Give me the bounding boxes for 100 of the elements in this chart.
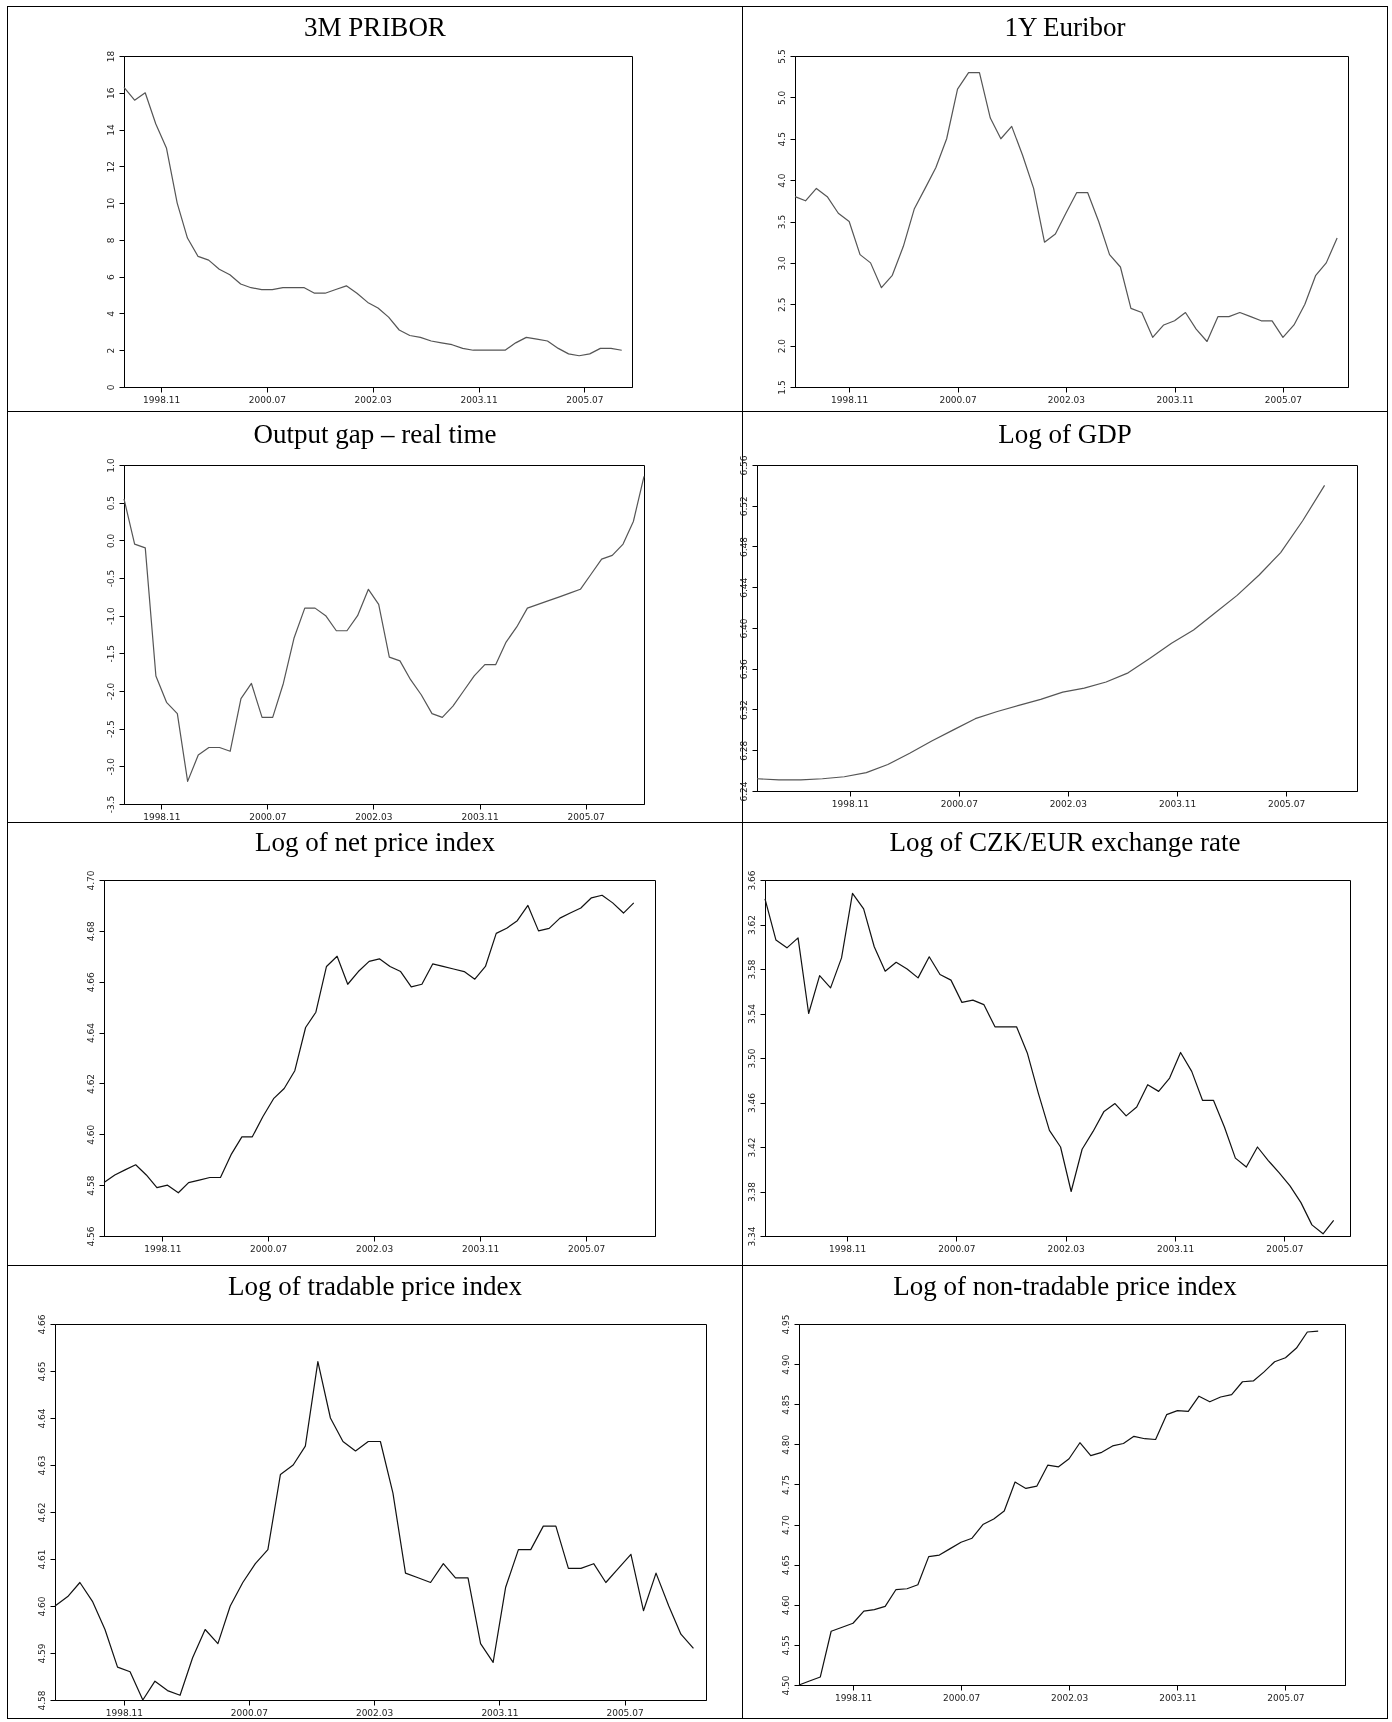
y-tick-label: 4.65 [780,1555,791,1576]
x-tick-label: 2003.11 [1158,798,1197,809]
y-tick-label: 4.58 [85,1175,96,1196]
y-tick-label: 4.58 [36,1690,47,1711]
y-tick-label: 5.5 [776,49,787,64]
x-tick-label: 2003.11 [1159,1692,1197,1703]
y-tick-label: 4.66 [36,1314,47,1335]
y-tick-label: 4.63 [36,1455,47,1476]
y-tick-label: 3.0 [776,255,787,271]
y-tick-label: 0.0 [105,533,116,548]
y-tick-label: -2.0 [105,682,116,701]
y-tick-label: 3.46 [746,1092,757,1114]
x-tick-label: 2005.07 [1266,1243,1304,1254]
x-tick-label: 1998.11 [144,1243,182,1254]
x-tick-label: 2000.07 [230,1707,269,1718]
line-series [123,86,623,357]
y-tick-label: -3.0 [105,757,116,776]
x-tick-label: 2002.03 [1049,798,1087,809]
x-tick-label: 2003.11 [1156,394,1194,405]
x-tick-label: 2002.03 [1047,1243,1085,1254]
y-tick-label: 4.70 [85,870,96,891]
y-tick-label: 4.62 [85,1073,96,1094]
y-tick-label: 16 [105,87,116,99]
y-tick-label: 4.65 [36,1361,47,1382]
y-tick-label: 4.60 [36,1596,47,1617]
chart-title: Log of CZK/EUR exchange rate [888,826,1242,858]
x-tick-label: 1998.11 [831,394,869,405]
y-tick-label: 4 [105,310,116,317]
x-tick-label: 2000.07 [938,1243,976,1254]
x-tick-label: 2000.07 [939,394,977,405]
x-tick-label: 2002.03 [355,1243,394,1254]
x-tick-label: 2005.07 [1267,798,1306,809]
y-tick-label: -0.5 [105,569,116,588]
y-tick-label: 4.75 [780,1474,791,1495]
chart-title: Output gap – real time [252,418,498,450]
x-tick-label: 2002.03 [1050,1692,1089,1703]
y-tick-label: 3.50 [746,1048,757,1069]
y-tick-label: 0 [105,384,116,391]
x-tick-label: 2003.11 [460,394,498,405]
chart-title: Log of non-tradable price index [892,1270,1238,1302]
y-tick-label: 4.60 [85,1124,96,1145]
x-tick-label: 1998.11 [143,394,181,405]
x-tick-label: 1998.11 [105,1707,144,1718]
x-tick-label: 2003.11 [462,1243,500,1254]
y-tick-label: 3.62 [746,914,757,936]
y-tick-label: 6.32 [738,699,749,721]
y-tick-label: 6.24 [738,781,749,802]
y-tick-label: 4.85 [780,1394,791,1415]
x-tick-label: 2002.03 [355,811,393,822]
x-tick-label: 2003.11 [1157,1243,1195,1254]
y-tick-label: 4.62 [36,1502,47,1523]
y-tick-label: -2.5 [105,720,116,738]
x-tick-label: 2000.07 [248,394,287,405]
x-tick-label: 2000.07 [942,1692,981,1703]
y-tick-label: 5.0 [776,90,787,106]
y-tick-label: 4.59 [36,1643,47,1664]
y-tick-label: 4.56 [85,1226,96,1247]
y-tick-label: 18 [105,50,116,63]
y-tick-label: 3.54 [746,1003,757,1025]
x-tick-label: 2005.07 [566,394,604,405]
line-series [764,892,1335,1235]
x-tick-label: 2002.03 [354,394,392,405]
y-tick-label: 4.0 [776,173,787,188]
y-tick-label: 12 [105,161,116,173]
y-tick-label: 4.64 [36,1408,47,1429]
x-tick-label: 1998.11 [834,1692,873,1703]
y-tick-label: 4.90 [780,1354,791,1375]
chart-title: 3M PRIBOR [303,11,447,43]
y-tick-label: 6.28 [738,740,749,761]
x-tick-label: 2005.07 [1264,394,1303,405]
x-tick-label: 1998.11 [829,1243,867,1254]
x-tick-label: 2003.11 [481,1707,519,1718]
y-tick-label: 3.34 [746,1226,757,1247]
y-tick-label: -3.5 [105,795,116,814]
chart-title: 1Y Euribor [1003,11,1127,43]
y-tick-label: 4.50 [780,1675,791,1696]
x-tick-label: 2005.07 [1267,1692,1305,1703]
y-tick-label: 3.66 [746,870,757,891]
chart-title: Log of tradable price index [227,1270,523,1302]
chart-title: Log of GDP [997,418,1133,450]
y-tick-label: 4.61 [36,1549,47,1570]
line-series [794,71,1338,343]
y-tick-label: 2.5 [776,297,787,312]
y-tick-label: 6.36 [738,658,749,680]
x-tick-label: 2000.07 [940,798,978,809]
y-tick-label: 1.5 [776,380,787,395]
x-tick-label: 1998.11 [143,811,181,822]
y-tick-label: 3.38 [746,1181,757,1203]
line-series [123,475,645,782]
y-tick-label: 6.40 [738,618,749,639]
y-tick-label: 4.95 [780,1314,791,1335]
x-tick-label: 2000.07 [249,811,287,822]
chart-title: Log of net price index [254,826,496,858]
y-tick-label: 14 [105,124,116,136]
line-series [798,1330,1319,1686]
y-tick-label: 6.56 [738,455,749,476]
x-tick-label: 2005.07 [567,1243,606,1254]
y-tick-label: 4.68 [85,921,96,942]
y-tick-label: 4.66 [85,971,96,993]
y-tick-label: 2.0 [776,338,787,354]
